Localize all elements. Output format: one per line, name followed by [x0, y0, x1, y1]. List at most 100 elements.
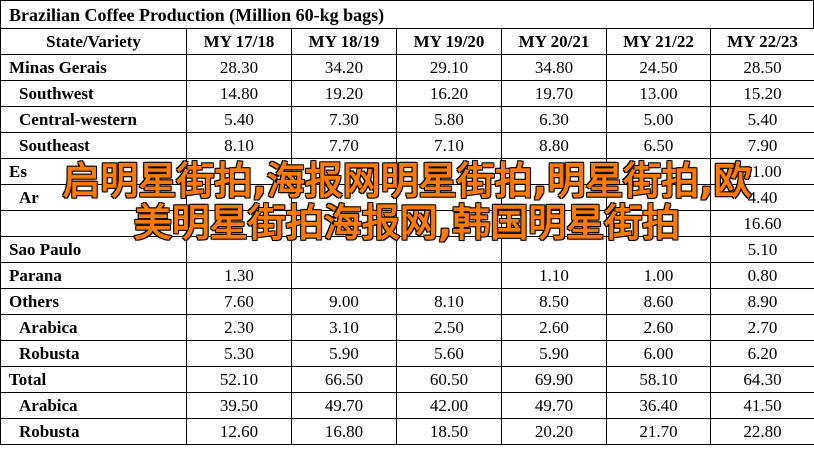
- value-cell: 24.50: [606, 54, 711, 81]
- column-header-year: MY 17/18: [186, 28, 292, 55]
- value-cell: [396, 236, 502, 263]
- value-cell: 39.50: [186, 392, 292, 419]
- value-cell: [501, 184, 607, 211]
- column-header-year: MY 18/19: [291, 28, 397, 55]
- value-cell: 29.10: [396, 54, 502, 81]
- value-cell: 2.50: [396, 314, 502, 341]
- column-header-year: MY 20/21: [501, 28, 607, 55]
- value-cell: 7.60: [186, 288, 292, 315]
- value-cell: 8.60: [606, 288, 711, 315]
- column-header-year: MY 22/23: [710, 28, 814, 55]
- value-cell: 16.80: [291, 418, 397, 445]
- value-cell: 22.80: [710, 418, 814, 445]
- value-cell: 49.70: [501, 392, 607, 419]
- value-cell: [291, 210, 397, 237]
- value-cell: [606, 236, 711, 263]
- value-cell: 64.30: [710, 366, 814, 393]
- coffee-production-table: State/Variety MY 17/18 MY 18/19 MY 19/20 MY …: [0, 28, 814, 445]
- row-label: Minas Gerais: [0, 54, 187, 81]
- row-label: Total: [0, 366, 187, 393]
- row-label: Sao Paulo: [0, 236, 187, 263]
- row-label: Central-western: [0, 106, 187, 133]
- value-cell: 8.90: [710, 288, 814, 315]
- row-label: Robusta: [0, 340, 187, 367]
- value-cell: 2.60: [501, 314, 607, 341]
- table-title: Brazilian Coffee Production (Million 60-…: [0, 0, 814, 28]
- row-label: Robusta: [0, 418, 187, 445]
- table-row: Robusta 5.30 5.90 5.60 5.90 6.00 6.20: [0, 340, 814, 367]
- value-cell: 8.80: [501, 132, 607, 159]
- value-cell: 9.00: [291, 288, 397, 315]
- row-label: [0, 210, 187, 237]
- value-cell: 58.10: [606, 366, 711, 393]
- table-row: Ar 4.40: [0, 184, 814, 211]
- row-label: Southwest: [0, 80, 187, 107]
- row-label: Southeast: [0, 132, 187, 159]
- value-cell: [396, 158, 502, 185]
- value-cell: 2.70: [710, 314, 814, 341]
- row-label: Arabica: [0, 392, 187, 419]
- row-label: Others: [0, 288, 187, 315]
- table-row: Central-western 5.40 7.30 5.80 6.30 5.00 5.40: [0, 106, 814, 133]
- value-cell: 36.40: [606, 392, 711, 419]
- value-cell: [291, 262, 397, 289]
- value-cell: 5.60: [396, 340, 502, 367]
- value-cell: [186, 184, 292, 211]
- value-cell: [396, 184, 502, 211]
- value-cell: 16.20: [396, 80, 502, 107]
- value-cell: 12.60: [186, 418, 292, 445]
- value-cell: 20.20: [501, 418, 607, 445]
- value-cell: 49.70: [291, 392, 397, 419]
- value-cell: 28.50: [710, 54, 814, 81]
- value-cell: [396, 262, 502, 289]
- value-cell: 6.00: [606, 340, 711, 367]
- value-cell: [606, 184, 711, 211]
- value-cell: 34.80: [501, 54, 607, 81]
- value-cell: 8.10: [186, 132, 292, 159]
- value-cell: [186, 236, 292, 263]
- table-row: Southwest 14.80 19.20 16.20 19.70 13.00 15.20: [0, 80, 814, 107]
- value-cell: 5.40: [710, 106, 814, 133]
- value-cell: 5.10: [710, 236, 814, 263]
- value-cell: 66.50: [291, 366, 397, 393]
- table-row: Others 7.60 9.00 8.10 8.50 8.60 8.90: [0, 288, 814, 315]
- row-label: Parana: [0, 262, 187, 289]
- table-row: Southeast 8.10 7.70 7.10 8.80 6.50 7.90: [0, 132, 814, 159]
- value-cell: 60.50: [396, 366, 502, 393]
- value-cell: [291, 184, 397, 211]
- value-cell: 3.10: [291, 314, 397, 341]
- value-cell: 7.70: [291, 132, 397, 159]
- value-cell: 8.50: [501, 288, 607, 315]
- value-cell: 41.50: [710, 392, 814, 419]
- value-cell: 7.10: [396, 132, 502, 159]
- value-cell: 18.50: [396, 418, 502, 445]
- value-cell: 28.30: [186, 54, 292, 81]
- value-cell: 19.20: [291, 80, 397, 107]
- value-cell: 5.00: [606, 106, 711, 133]
- value-cell: 6.50: [606, 132, 711, 159]
- value-cell: [396, 210, 502, 237]
- value-cell: 0.80: [710, 262, 814, 289]
- value-cell: 7.30: [291, 106, 397, 133]
- value-cell: 8.10: [396, 288, 502, 315]
- column-header-state-variety: State/Variety: [0, 28, 187, 55]
- table-row: Arabica 39.50 49.70 42.00 49.70 36.40 41.50: [0, 392, 814, 419]
- table-row: Total 52.10 66.50 60.50 69.90 58.10 64.30: [0, 366, 814, 393]
- value-cell: 52.10: [186, 366, 292, 393]
- column-header-year: MY 21/22: [606, 28, 711, 55]
- value-cell: [186, 210, 292, 237]
- value-cell: [291, 158, 397, 185]
- value-cell: 1.10: [501, 262, 607, 289]
- value-cell: 6.20: [710, 340, 814, 367]
- value-cell: [501, 210, 607, 237]
- value-cell: 14.80: [186, 80, 292, 107]
- value-cell: 6.30: [501, 106, 607, 133]
- row-label: Ar: [0, 184, 187, 211]
- value-cell: 42.00: [396, 392, 502, 419]
- value-cell: 7.90: [710, 132, 814, 159]
- table-row: Parana 1.30 1.10 1.00 0.80: [0, 262, 814, 289]
- table-row: Es 21.00: [0, 158, 814, 185]
- value-cell: 5.90: [291, 340, 397, 367]
- value-cell: [501, 158, 607, 185]
- value-cell: 5.40: [186, 106, 292, 133]
